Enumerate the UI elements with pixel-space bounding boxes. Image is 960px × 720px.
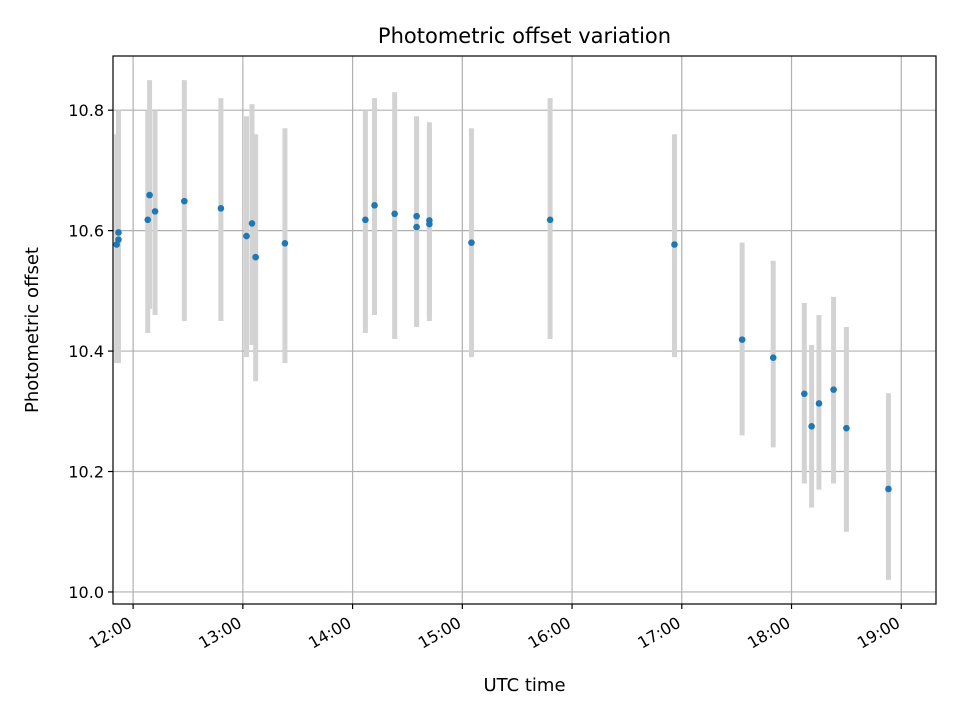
x-tick-label: 12:00 [86,613,135,653]
x-tick-label: 13:00 [195,613,244,653]
data-point [252,253,259,261]
y-tick-label: 10.2 [68,463,104,482]
y-tick-label: 10.8 [68,101,104,120]
x-tick-label: 15:00 [415,613,464,653]
data-point [391,210,398,218]
x-tick-label: 14:00 [305,613,354,653]
data-point [371,202,378,209]
data-point [885,485,892,493]
x-tick-label: 18:00 [744,613,793,653]
x-tick-label: 19:00 [854,613,903,653]
data-point [146,191,153,199]
data-point [362,216,369,224]
data-point [546,216,554,224]
data-point [151,208,159,215]
data-point [248,220,256,227]
data-point [738,336,746,343]
data-point [181,197,188,205]
data-point [801,390,808,398]
data-point [113,241,120,248]
data-point [144,216,152,224]
y-tick-label: 10.4 [68,342,104,361]
data-point [426,220,433,228]
data-point [243,232,250,240]
plot-frame [112,55,937,605]
chart-title: Photometric offset variation [378,24,671,48]
data-point [830,386,837,393]
x-tick-label: 16:00 [525,613,574,653]
data-point [115,229,122,236]
data-point [769,354,777,362]
x-tick-label: 17:00 [634,613,683,653]
data-point [281,239,289,247]
data-point [413,212,420,220]
data-point [413,223,420,231]
y-tick-label: 10.6 [68,222,104,241]
data-point [671,241,678,248]
y-axis: 10.0 10.2 10.4 10.6 10.8 [68,101,113,602]
data-points [113,191,892,493]
x-axis-title: UTC time [483,675,565,696]
y-tick-label: 10.0 [68,583,104,602]
data-point [217,205,225,212]
data-point [808,423,815,430]
y-axis-title: Photometric offset [22,247,43,413]
x-axis: 12:00 13:00 14:00 15:00 16:00 17:00 18:00 19:00 [86,604,903,653]
data-point [843,424,850,432]
data-point [815,400,823,407]
plot-background [113,56,936,604]
data-point [468,239,475,246]
